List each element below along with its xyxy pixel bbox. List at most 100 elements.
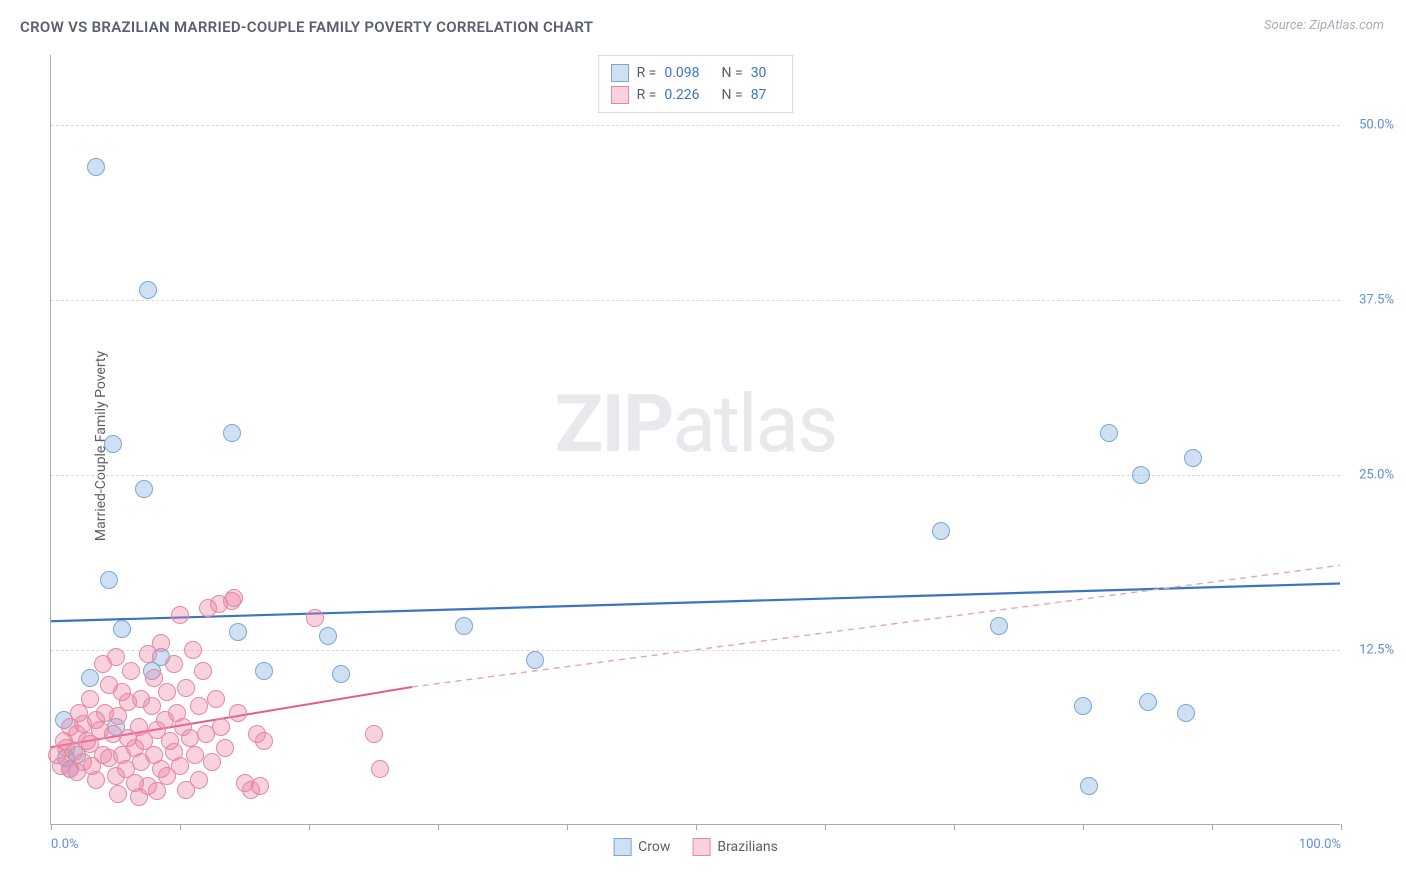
scatter-point xyxy=(113,620,131,638)
scatter-point xyxy=(306,609,324,627)
scatter-point xyxy=(455,617,473,635)
scatter-point xyxy=(107,648,125,666)
gridline-h xyxy=(51,300,1340,301)
scatter-point xyxy=(332,665,350,683)
watermark-rest: atlas xyxy=(672,377,836,471)
scatter-point xyxy=(148,782,166,800)
x-tick xyxy=(567,824,568,830)
scatter-point xyxy=(371,760,389,778)
scatter-point xyxy=(158,683,176,701)
series-legend-item: Crow xyxy=(613,838,670,856)
gridline-h xyxy=(51,125,1340,126)
scatter-point xyxy=(194,662,212,680)
legend-r-label: R = xyxy=(637,65,657,81)
legend-row: R = 0.226 N = 87 xyxy=(611,84,781,106)
y-tick-label: 50.0% xyxy=(1359,118,1394,133)
scatter-point xyxy=(171,606,189,624)
scatter-point xyxy=(990,617,1008,635)
scatter-point xyxy=(190,771,208,789)
scatter-point xyxy=(1132,466,1150,484)
scatter-point xyxy=(81,690,99,708)
scatter-point xyxy=(526,651,544,669)
x-tick xyxy=(954,824,955,830)
scatter-point xyxy=(1139,693,1157,711)
scatter-point xyxy=(212,718,230,736)
x-tick xyxy=(696,824,697,830)
legend-swatch xyxy=(611,64,629,82)
x-tick xyxy=(1083,824,1084,830)
scatter-point xyxy=(165,655,183,673)
scatter-point xyxy=(1074,697,1092,715)
scatter-point xyxy=(186,746,204,764)
plot-area: ZIPatlas R =0.098N =30R =0.226N =87 Crow… xyxy=(50,55,1340,825)
y-tick-label: 12.5% xyxy=(1359,643,1394,658)
scatter-point xyxy=(184,641,202,659)
x-tick xyxy=(180,824,181,830)
watermark-bold: ZIP xyxy=(555,377,673,471)
legend-r-value: 0.226 xyxy=(664,87,699,103)
x-tick-label-min: 0.0% xyxy=(51,837,79,852)
scatter-point xyxy=(229,623,247,641)
legend-r-value: 0.098 xyxy=(664,65,699,81)
scatter-point xyxy=(87,771,105,789)
scatter-point xyxy=(135,480,153,498)
series-legend-label: Crow xyxy=(638,839,670,855)
scatter-point xyxy=(229,704,247,722)
trend-line xyxy=(412,565,1340,687)
legend-row: R = 0.098 N = 30 xyxy=(611,62,781,84)
chart-title: CROW VS BRAZILIAN MARRIED-COUPLE FAMILY … xyxy=(20,18,593,36)
scatter-point xyxy=(109,785,127,803)
y-tick-label: 37.5% xyxy=(1359,293,1394,308)
source-attribution: Source: ZipAtlas.com xyxy=(1264,18,1384,33)
scatter-point xyxy=(1100,424,1118,442)
scatter-point xyxy=(207,690,225,708)
x-tick xyxy=(51,824,52,830)
scatter-point xyxy=(190,697,208,715)
scatter-point xyxy=(87,158,105,176)
x-tick xyxy=(309,824,310,830)
legend-n-label: N = xyxy=(722,65,743,81)
legend-swatch xyxy=(613,838,631,856)
gridline-h xyxy=(51,650,1340,651)
legend-swatch xyxy=(611,86,629,104)
scatter-point xyxy=(225,589,243,607)
legend-n-value: 30 xyxy=(751,65,767,81)
x-tick xyxy=(1341,824,1342,830)
scatter-point xyxy=(122,662,140,680)
scatter-point xyxy=(203,753,221,771)
series-legend-label: Brazilians xyxy=(717,839,778,855)
scatter-point xyxy=(1177,704,1195,722)
scatter-point xyxy=(223,424,241,442)
x-tick xyxy=(1212,824,1213,830)
x-tick xyxy=(438,824,439,830)
scatter-point xyxy=(1080,777,1098,795)
scatter-point xyxy=(104,435,122,453)
scatter-point xyxy=(177,679,195,697)
watermark: ZIPatlas xyxy=(555,377,836,471)
scatter-point xyxy=(216,739,234,757)
legend-r-label: R = xyxy=(637,87,657,103)
legend-n-value: 87 xyxy=(751,87,767,103)
legend-swatch xyxy=(692,838,710,856)
scatter-point xyxy=(100,571,118,589)
scatter-point xyxy=(130,788,148,806)
trend-line xyxy=(51,584,1340,622)
scatter-point xyxy=(251,777,269,795)
scatter-point xyxy=(139,281,157,299)
scatter-point xyxy=(319,627,337,645)
scatter-point xyxy=(81,669,99,687)
x-tick xyxy=(825,824,826,830)
x-tick-label-max: 100.0% xyxy=(1299,837,1341,852)
scatter-point xyxy=(932,522,950,540)
series-legend: Crow Brazilians xyxy=(613,838,778,856)
correlation-legend: R = 0.098 N = 30 R = 0.226 N = 87 xyxy=(598,55,794,113)
scatter-point xyxy=(255,732,273,750)
y-tick-label: 25.0% xyxy=(1359,468,1394,483)
scatter-point xyxy=(171,757,189,775)
scatter-point xyxy=(365,725,383,743)
scatter-point xyxy=(152,634,170,652)
series-legend-item: Brazilians xyxy=(692,838,778,856)
scatter-point xyxy=(255,662,273,680)
scatter-point xyxy=(1184,449,1202,467)
legend-n-label: N = xyxy=(722,87,743,103)
